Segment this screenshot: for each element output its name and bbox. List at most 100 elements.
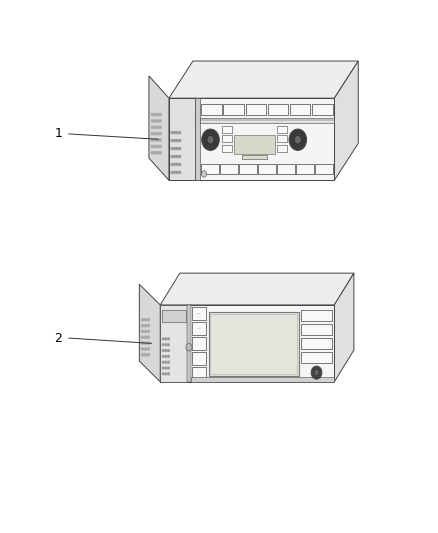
Circle shape <box>154 133 156 135</box>
Circle shape <box>165 344 167 346</box>
Circle shape <box>311 366 322 379</box>
Circle shape <box>148 330 149 333</box>
Circle shape <box>177 156 178 158</box>
Circle shape <box>201 171 206 177</box>
Circle shape <box>168 338 170 340</box>
Circle shape <box>162 373 164 375</box>
Circle shape <box>152 126 153 128</box>
Circle shape <box>145 319 146 321</box>
Circle shape <box>179 140 181 142</box>
Bar <box>201 104 222 115</box>
Circle shape <box>162 338 164 340</box>
Bar <box>301 324 332 335</box>
Circle shape <box>157 120 159 122</box>
Circle shape <box>165 350 167 351</box>
Circle shape <box>148 319 149 321</box>
Bar <box>220 164 237 174</box>
Bar <box>169 98 334 180</box>
Circle shape <box>148 325 149 327</box>
Circle shape <box>148 336 149 338</box>
Circle shape <box>168 367 170 369</box>
Bar <box>277 135 287 142</box>
Bar <box>277 126 287 133</box>
Circle shape <box>152 120 153 122</box>
Circle shape <box>141 342 143 344</box>
Circle shape <box>165 361 167 363</box>
Circle shape <box>154 120 156 122</box>
Bar <box>191 322 205 335</box>
Polygon shape <box>160 273 354 305</box>
Circle shape <box>145 325 146 327</box>
Circle shape <box>179 164 181 165</box>
Bar <box>222 126 232 133</box>
Circle shape <box>157 114 159 116</box>
Bar <box>160 305 187 382</box>
Circle shape <box>171 148 173 150</box>
Bar <box>246 104 266 115</box>
Polygon shape <box>139 284 160 382</box>
Bar <box>191 307 205 320</box>
Circle shape <box>162 367 164 369</box>
Bar <box>277 164 295 174</box>
Polygon shape <box>169 61 358 98</box>
Polygon shape <box>334 61 358 180</box>
Text: 2: 2 <box>54 332 62 344</box>
Circle shape <box>152 139 153 141</box>
Circle shape <box>159 151 161 154</box>
Bar <box>242 155 266 159</box>
Circle shape <box>145 330 146 333</box>
Bar <box>301 338 332 349</box>
Bar <box>222 144 232 151</box>
Circle shape <box>171 132 173 134</box>
Circle shape <box>179 148 181 150</box>
Circle shape <box>171 156 173 158</box>
Circle shape <box>154 126 156 128</box>
Circle shape <box>145 342 146 344</box>
Circle shape <box>162 350 164 351</box>
Bar <box>208 312 299 376</box>
Circle shape <box>159 114 161 116</box>
Circle shape <box>165 367 167 369</box>
Circle shape <box>148 348 149 350</box>
Circle shape <box>154 114 156 116</box>
Circle shape <box>152 133 153 135</box>
Circle shape <box>162 356 164 357</box>
Circle shape <box>179 156 181 158</box>
Circle shape <box>148 353 149 356</box>
Circle shape <box>141 325 143 327</box>
Circle shape <box>162 361 164 363</box>
Text: —: — <box>197 311 201 316</box>
Bar <box>297 164 314 174</box>
Circle shape <box>168 350 170 351</box>
Circle shape <box>168 361 170 363</box>
Circle shape <box>177 132 178 134</box>
Text: 1: 1 <box>54 127 62 140</box>
Bar <box>301 352 332 362</box>
Circle shape <box>141 353 143 356</box>
Bar <box>315 164 332 174</box>
Bar <box>223 104 244 115</box>
Bar <box>191 352 205 365</box>
Bar <box>191 337 205 350</box>
Circle shape <box>177 164 178 165</box>
Bar <box>312 104 332 115</box>
Bar <box>222 135 232 142</box>
Circle shape <box>168 373 170 375</box>
Circle shape <box>174 156 176 158</box>
Circle shape <box>159 126 161 128</box>
Bar <box>258 164 276 174</box>
Bar <box>195 98 200 180</box>
Circle shape <box>159 133 161 135</box>
Circle shape <box>159 145 161 148</box>
Bar <box>290 104 311 115</box>
Circle shape <box>174 140 176 142</box>
Circle shape <box>152 151 153 154</box>
Circle shape <box>145 353 146 356</box>
Circle shape <box>141 330 143 333</box>
Text: —: — <box>197 326 201 330</box>
Circle shape <box>202 129 219 150</box>
Polygon shape <box>149 76 169 180</box>
Circle shape <box>157 145 159 148</box>
Circle shape <box>157 139 159 141</box>
Circle shape <box>152 145 153 148</box>
